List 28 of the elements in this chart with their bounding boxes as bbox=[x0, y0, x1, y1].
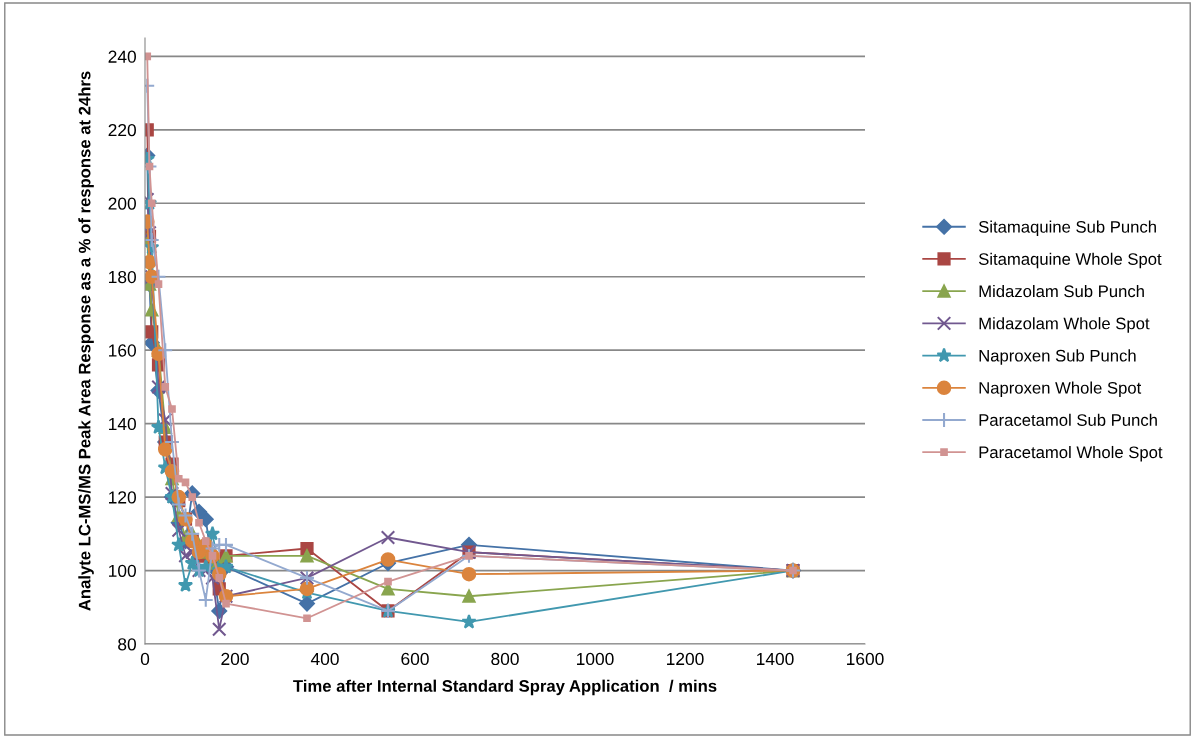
y-tick-label: 240 bbox=[108, 50, 136, 63]
y-tick-label: 200 bbox=[108, 197, 136, 210]
x-tick-label: 1000 bbox=[577, 652, 614, 666]
x-tick-label: 1600 bbox=[847, 652, 884, 666]
y-tick-label: 80 bbox=[118, 638, 136, 651]
y-tick-label: 160 bbox=[109, 344, 136, 357]
x-tick-label: 800 bbox=[491, 652, 519, 666]
y-axis-title: Analyte LC-MS/MS Peak Area Response as a % of response at 24hrs bbox=[78, 71, 94, 611]
x-tick-label: 1200 bbox=[667, 652, 704, 666]
legend-label: Midazolam Whole Spot bbox=[979, 317, 1150, 333]
x-tick-label: 200 bbox=[221, 652, 249, 666]
legend-label: Paracetamol Whole Spot bbox=[979, 445, 1163, 462]
x-tick-label: 1400 bbox=[757, 652, 794, 666]
x-tick-label: 0 bbox=[140, 652, 150, 666]
legend-label: Naproxen Sub Punch bbox=[979, 349, 1136, 365]
y-tick-label: 180 bbox=[109, 270, 136, 284]
x-axis-title: Time after Internal Standard Spray Application / mins bbox=[293, 679, 717, 696]
legend-label: Sitamaquine Sub Punch bbox=[978, 220, 1156, 237]
y-tick-label: 120 bbox=[109, 491, 136, 504]
y-tick-label: 140 bbox=[109, 417, 136, 431]
legend-label: Midazolam Sub Punch bbox=[979, 284, 1144, 298]
x-tick-label: 400 bbox=[310, 652, 339, 666]
legend-label: Naproxen Whole Spot bbox=[979, 381, 1142, 398]
y-tick-label: 220 bbox=[108, 123, 136, 137]
legend-label: Paracetamol Sub Punch bbox=[979, 413, 1157, 426]
y-tick-label: 100 bbox=[109, 564, 136, 578]
legend-label: Sitamaquine Whole Spot bbox=[978, 252, 1162, 269]
x-tick-label: 600 bbox=[401, 652, 429, 666]
